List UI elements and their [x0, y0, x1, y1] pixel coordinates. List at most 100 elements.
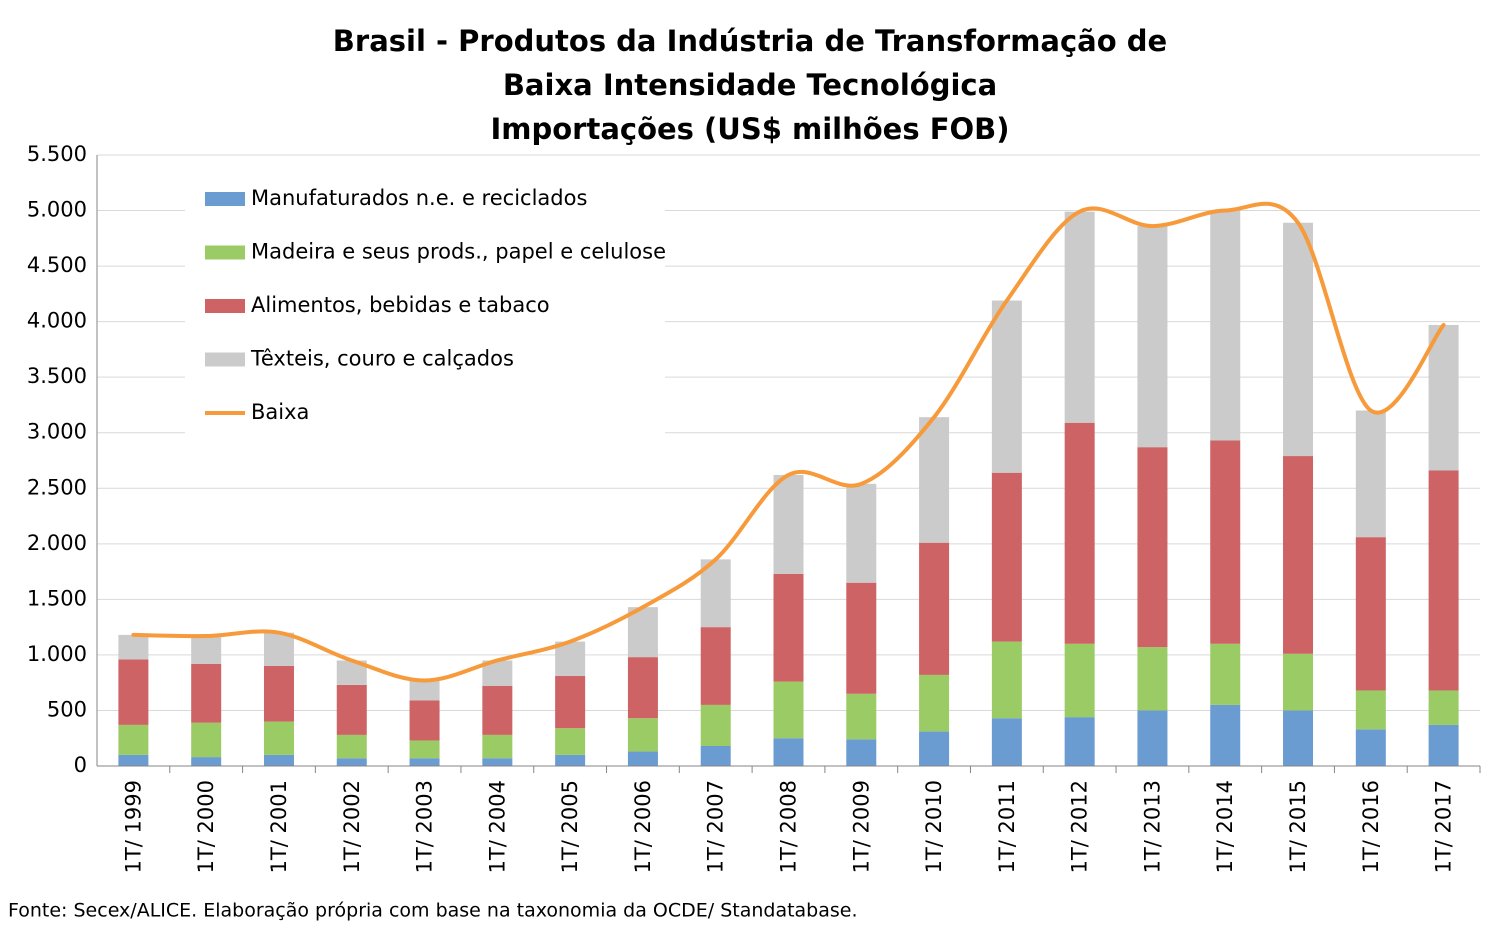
bar-segment — [919, 417, 950, 543]
legend-swatch — [205, 352, 245, 367]
bar-segment — [846, 739, 877, 766]
bar-segment — [409, 700, 440, 741]
bar-segment — [700, 746, 731, 766]
bar-segment — [1064, 717, 1095, 766]
bar-segment — [409, 758, 440, 766]
line — [131, 201, 1446, 683]
bar-segment — [118, 754, 149, 766]
bar-segment — [1428, 724, 1459, 766]
bar-segment — [846, 483, 877, 583]
bar-segment — [1210, 440, 1241, 644]
y-tick-label: 4.000 — [27, 309, 87, 333]
bar-segment — [482, 734, 513, 759]
y-tick-label: 500 — [47, 697, 87, 721]
bar-segment — [1355, 729, 1386, 766]
bar-segment — [773, 738, 804, 766]
x-tick-label: 1T/ 2003 — [413, 780, 437, 873]
bar-segment — [555, 754, 586, 766]
bar-segment — [627, 607, 658, 658]
legend-swatch — [205, 245, 245, 260]
bar-segment — [1283, 653, 1314, 711]
x-tick-label: 1T/ 2006 — [631, 780, 655, 873]
y-tick-label: 2.500 — [27, 475, 87, 499]
bar-segment — [773, 573, 804, 682]
bar-segment — [118, 724, 149, 755]
x-tick-label: 1T/ 2014 — [1213, 780, 1237, 873]
x-tick-label: 1T/ 1999 — [121, 780, 145, 873]
bar-segment — [919, 674, 950, 732]
bar-segment — [991, 472, 1022, 642]
bar-segment — [336, 758, 367, 766]
bar-segment — [191, 663, 222, 723]
bar-segment — [1137, 710, 1168, 766]
bar-segment — [1355, 410, 1386, 538]
bar-segment — [700, 627, 731, 705]
bar-segment — [191, 636, 222, 664]
legend-label: Madeira e seus prods., papel e celulose — [251, 240, 666, 264]
bar-segment — [991, 718, 1022, 766]
bar-segment — [1064, 211, 1095, 423]
bar-segment — [627, 751, 658, 766]
bar-segment — [555, 641, 586, 677]
y-tick-label: 1.500 — [27, 586, 87, 610]
x-tick-label: 1T/ 2005 — [558, 780, 582, 873]
bar-segment — [991, 641, 1022, 719]
x-tick-label: 1T/ 2000 — [194, 780, 218, 873]
bar-segment — [1137, 226, 1168, 448]
bar-segment — [1428, 324, 1459, 471]
bar-segment — [263, 754, 294, 766]
x-tick-label: 1T/ 2017 — [1432, 780, 1456, 873]
bar-segment — [555, 676, 586, 729]
x-tick-label: 1T/ 2009 — [849, 780, 873, 873]
bar-segment — [336, 734, 367, 759]
bar-segment — [118, 634, 149, 660]
bar-segment — [191, 722, 222, 758]
legend-label: Têxteis, couro e calçados — [250, 347, 514, 371]
x-tick-label: 1T/ 2012 — [1068, 780, 1092, 873]
legend-box — [185, 168, 665, 436]
legend-label: Alimentos, bebidas e tabaco — [251, 293, 550, 317]
x-tick-label: 1T/ 2007 — [704, 780, 728, 873]
bar-segment — [627, 718, 658, 752]
legend-label: Manufaturados n.e. e reciclados — [251, 186, 587, 210]
bar-segment — [191, 757, 222, 766]
bar-segment — [773, 681, 804, 739]
bar-segment — [118, 659, 149, 725]
y-tick-label: 3.000 — [27, 420, 87, 444]
bar-segment — [1283, 710, 1314, 766]
bar-segment — [700, 704, 731, 747]
bar-segment — [555, 728, 586, 755]
bar-segment — [700, 559, 731, 628]
bar-segment — [919, 731, 950, 766]
bar-segment — [336, 684, 367, 735]
bar-segment — [1428, 690, 1459, 725]
bar-segment — [773, 474, 804, 574]
bar-segment — [482, 758, 513, 766]
x-tick-label: 1T/ 2015 — [1286, 780, 1310, 873]
bar-segment — [1283, 222, 1314, 457]
chart-title: Brasil - Produtos da Indústria de Transf… — [333, 24, 1167, 58]
bar-segment — [1137, 447, 1168, 648]
bar-segment — [1283, 456, 1314, 654]
x-tick-label: 1T/ 2010 — [922, 780, 946, 873]
bar-segment — [991, 300, 1022, 473]
y-tick-label: 3.500 — [27, 364, 87, 388]
legend-swatch — [205, 299, 245, 313]
x-tick-label: 1T/ 2013 — [1140, 780, 1164, 873]
bar-segment — [627, 657, 658, 719]
x-tick-label: 1T/ 2002 — [340, 780, 364, 873]
bars — [118, 210, 1459, 766]
bar-segment — [1137, 647, 1168, 711]
legend: Manufaturados n.e. e reciclados Madeira e… — [185, 168, 666, 436]
bar-segment — [1064, 643, 1095, 718]
y-tick-label: 0 — [74, 753, 87, 777]
bar-segment — [846, 582, 877, 694]
bar-segment — [1355, 690, 1386, 730]
x-tick-label: 1T/ 2008 — [777, 780, 801, 873]
x-tick-label: 1T/ 2016 — [1359, 780, 1383, 873]
y-tick-label: 1.000 — [27, 642, 87, 666]
chart-title: Baixa Intensidade Tecnológica — [503, 68, 997, 102]
y-tick-label: 5.000 — [27, 198, 87, 222]
y-tick-label: 2.000 — [27, 531, 87, 555]
bar-segment — [1355, 537, 1386, 691]
